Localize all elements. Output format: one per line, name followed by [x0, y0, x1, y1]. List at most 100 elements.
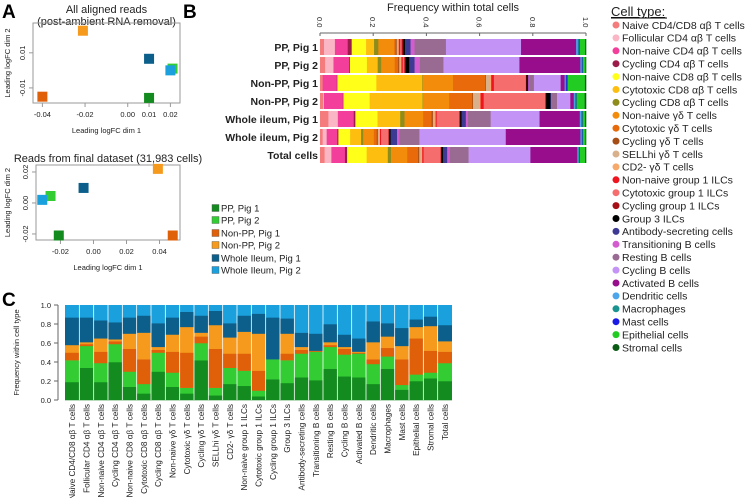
bar-segment: [366, 321, 381, 343]
bar-segment: [432, 111, 435, 127]
x-tick-label: Follicular CD4 αβ T cells: [83, 404, 92, 493]
bar-segment: [409, 305, 424, 320]
bar-segment: [280, 382, 295, 401]
bar-segment: [351, 305, 366, 339]
legend-item: Cycling CD8 αβ T cells: [612, 97, 728, 109]
x-tick-label: 0.02: [163, 110, 178, 119]
bar-segment: [377, 111, 401, 127]
x-tick-label: 1.0: [581, 17, 590, 27]
bar-segment: [179, 326, 194, 353]
bar-segment: [194, 332, 209, 337]
bar-segment: [122, 305, 137, 318]
bar-segment: [347, 39, 352, 55]
x-tick-label: Epithelial cells: [412, 404, 421, 456]
bar: Cytotoxic CD8 αβ T cells: [136, 305, 151, 494]
bar-segment: [546, 93, 551, 109]
row-label: PP, Pig 1: [274, 42, 318, 54]
bar-segment: [404, 39, 411, 55]
x-tick-label: Activated B cells: [355, 404, 364, 464]
legend-label: Mast cells: [622, 317, 669, 329]
bar-segment: [585, 39, 587, 55]
bar-segment: [208, 387, 223, 396]
bar-segment: [79, 317, 94, 343]
legend-label: Dendritic cells: [622, 291, 687, 303]
bar-segment: [405, 57, 410, 73]
bar-segment: [409, 374, 424, 382]
bar-segment: [431, 111, 434, 127]
bar-segment: [265, 317, 280, 360]
bar-segment: [337, 129, 339, 145]
bar-segment: [400, 39, 403, 55]
bar-segment: [337, 75, 377, 91]
bar-segment: [294, 353, 309, 378]
bar-segment: [396, 39, 399, 55]
legend-swatch: [211, 216, 220, 224]
bar-segment: [394, 345, 409, 360]
bar-segment: [389, 129, 391, 145]
bar-segment: [308, 350, 323, 352]
bar-segment: [566, 75, 568, 91]
bar-segment: [122, 348, 137, 372]
bar-segment: [418, 147, 420, 163]
legend-label: Non-naive γδ T cells: [622, 110, 717, 122]
bar-segment: [580, 129, 582, 145]
bar: Cycling CD4 αβ T cells: [107, 305, 123, 487]
bar-segment: [394, 305, 409, 329]
bar-segment: [79, 343, 94, 347]
legend-item: Activated B cells: [612, 278, 699, 290]
data-point: [165, 65, 176, 76]
bar-segment: [374, 39, 379, 55]
bar-segment: [366, 359, 381, 365]
bar-segment: [400, 111, 405, 127]
bar: Resting B cells: [322, 305, 338, 458]
bar-segment: [407, 147, 419, 163]
bar-segment: [493, 75, 527, 91]
legend-item: CD2- γδ T cells: [612, 162, 694, 174]
bar-segment: [343, 93, 370, 109]
bar-segment: [208, 305, 223, 311]
bar-segment: [423, 93, 450, 109]
bar-segment: [437, 341, 452, 352]
bar-segment: [93, 338, 108, 352]
legend-item: Follicular CD4 αβ T cells: [612, 33, 736, 45]
bar: Mast cells: [394, 305, 409, 440]
bar-segment: [237, 353, 252, 371]
bar-segment: [351, 353, 366, 378]
bar: Cycling B cells: [336, 305, 352, 457]
bar-segment: [351, 39, 367, 55]
bar-segment: [579, 111, 582, 127]
bar-segment: [136, 332, 151, 360]
bar-segment: [136, 305, 151, 316]
legend-dot: [612, 150, 620, 158]
bar-segment: [344, 147, 348, 163]
bar-segment: [323, 305, 338, 325]
bar-segment: [165, 372, 180, 387]
legend-dot: [612, 318, 620, 326]
x-tick-label: Cycling group 1 ILCs: [269, 404, 278, 480]
bar-segment: [423, 147, 441, 163]
bar: Group 3 ILCs: [279, 305, 295, 453]
x-tick-label: Group 3 ILCs: [283, 404, 292, 453]
legend-label: Antibody-secreting cells: [622, 226, 733, 238]
legend-label: PP, Pig 1: [221, 204, 259, 215]
legend-dot: [612, 111, 620, 119]
data-point: [144, 53, 155, 64]
bar-segment: [576, 39, 579, 55]
bar-segment: [194, 315, 209, 333]
bar-segment: [179, 311, 194, 328]
bar-segment: [351, 351, 366, 353]
x-tick-label: Non-naive group 1 ILCs: [240, 404, 249, 490]
x-tick-label: -0.04: [34, 110, 51, 119]
row-label: Whole ileum, Pig 2: [225, 132, 318, 144]
bar-segment: [585, 111, 587, 127]
bar-row: PP, Pig 1: [274, 39, 587, 55]
legend-label: Whole Ileum, Pig 1: [221, 254, 301, 265]
bar-segment: [65, 305, 80, 318]
bar-segment: [380, 368, 395, 401]
bar-segment: [251, 333, 266, 371]
bar-segment: [108, 343, 123, 363]
bar-segment: [151, 346, 166, 350]
bar-segment: [265, 305, 280, 318]
bar-segment: [380, 323, 395, 337]
